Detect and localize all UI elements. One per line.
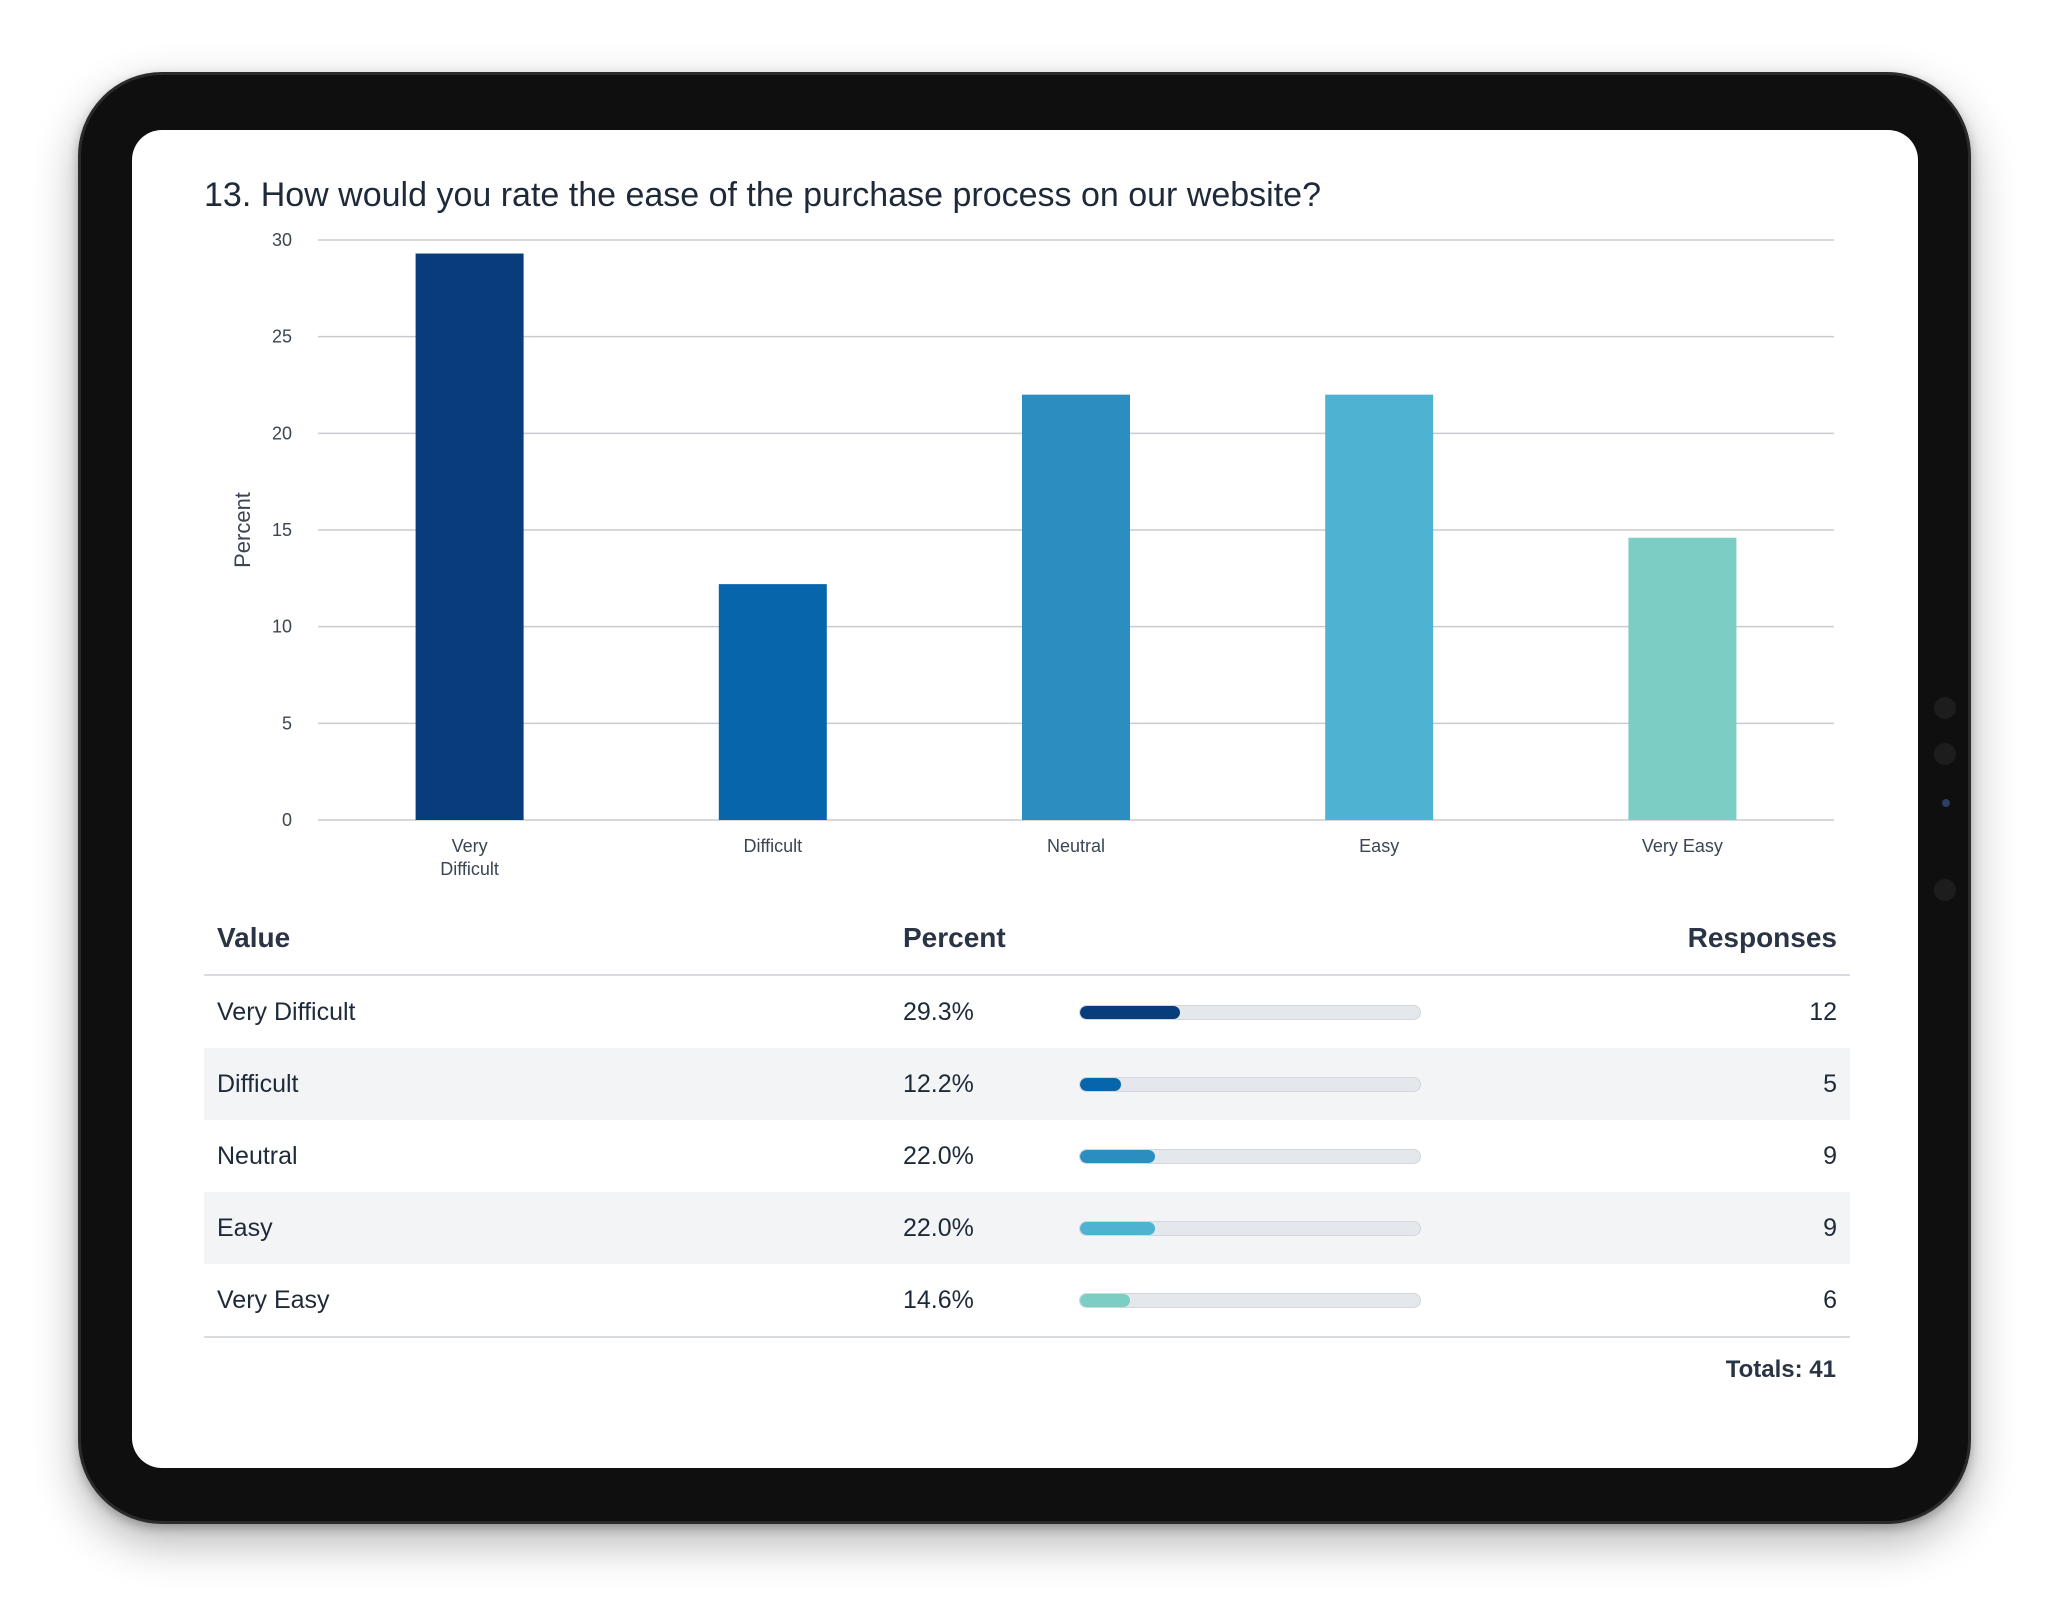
totals-label: Totals: 41: [1725, 1356, 1836, 1383]
percent-bar-track: [1079, 1292, 1421, 1308]
y-tick-label: 25: [272, 327, 292, 347]
x-tick-label: Easy: [1359, 836, 1399, 856]
header-percent: Percent: [890, 902, 1597, 976]
x-tick-label: Very Difficult: [440, 836, 499, 879]
row-value: Difficult: [204, 1048, 890, 1120]
percent-bar-fill: [1080, 1149, 1155, 1163]
percent-bar-track: [1079, 1076, 1421, 1092]
y-tick-label: 30: [272, 230, 292, 250]
side-button-icon: [1934, 879, 1956, 901]
bar: [1022, 394, 1130, 820]
x-tick-label: Very Easy: [1642, 836, 1723, 856]
bar: [718, 584, 827, 820]
row-bar-cell: [1066, 1192, 1597, 1264]
table-row: Neutral 22.0% 9: [204, 1120, 1850, 1192]
bar: [1325, 394, 1434, 820]
row-responses: 9: [1596, 1192, 1850, 1264]
camera-icon: [1942, 799, 1950, 807]
header-responses: Responses: [1596, 902, 1850, 976]
table-row: Difficult 12.2% 5: [204, 1048, 1850, 1120]
row-bar-cell: [1066, 1120, 1597, 1192]
row-percent: 12.2%: [890, 1048, 1066, 1120]
row-percent: 22.0%: [903, 1141, 974, 1170]
question-title: 13. How would you rate the ease of the p…: [204, 176, 1322, 214]
percent-bar-fill: [1080, 1293, 1130, 1307]
percent-bar-fill: [1080, 1221, 1155, 1235]
x-tick-label: Neutral: [1047, 836, 1105, 856]
bar: [1628, 537, 1737, 820]
side-button-icon: [1934, 743, 1956, 765]
percent-bar-fill: [1080, 1077, 1122, 1091]
table-header-row: Value Percent Responses: [204, 902, 1850, 976]
y-tick-label: 5: [282, 713, 292, 733]
y-tick-label: 20: [272, 423, 292, 443]
row-responses: 9: [1823, 1141, 1837, 1170]
row-value: Easy: [204, 1192, 890, 1264]
bar-chart: 0 5 10 15 20 25 30 Percent Very Difficult Difficul…: [230, 230, 1834, 879]
row-bar-cell: [1066, 975, 1597, 1048]
y-tick-label: 0: [282, 810, 292, 830]
percent-bar-track: [1079, 1220, 1421, 1236]
table-row: Very Difficult 29.3% 12: [204, 975, 1850, 1048]
percent-bar-fill: [1080, 1005, 1180, 1019]
row-bar-cell: [1066, 1264, 1597, 1338]
row-responses: 5: [1596, 1048, 1850, 1120]
y-tick-label: 10: [272, 617, 292, 637]
row-value: Very Easy: [204, 1264, 890, 1338]
bar: [415, 253, 524, 820]
row-percent: 22.0%: [890, 1192, 1066, 1264]
row-bar-cell: [1066, 1048, 1597, 1120]
percent-bar-track: [1079, 1004, 1421, 1020]
percent-bar-track: [1079, 1148, 1421, 1164]
table-row: Very Easy 14.6% 6: [204, 1264, 1850, 1338]
y-axis-title: Percent: [230, 492, 255, 568]
table-row: Easy 22.0% 9: [204, 1192, 1850, 1264]
results-table: Value Percent Responses Very Difficult 2…: [204, 902, 1850, 1338]
row-percent: 29.3%: [903, 997, 974, 1026]
y-tick-label: 15: [272, 520, 292, 540]
side-button-icon: [1934, 697, 1956, 719]
row-value: Neutral: [217, 1141, 298, 1170]
row-value: Very Difficult: [217, 997, 356, 1026]
row-percent: 14.6%: [890, 1264, 1066, 1338]
row-responses: 6: [1596, 1264, 1850, 1338]
header-value: Value: [204, 902, 890, 976]
row-responses: 12: [1809, 997, 1837, 1026]
survey-report-screen: 13. How would you rate the ease of the p…: [132, 130, 1918, 1468]
x-tick-label: Difficult: [743, 836, 802, 856]
